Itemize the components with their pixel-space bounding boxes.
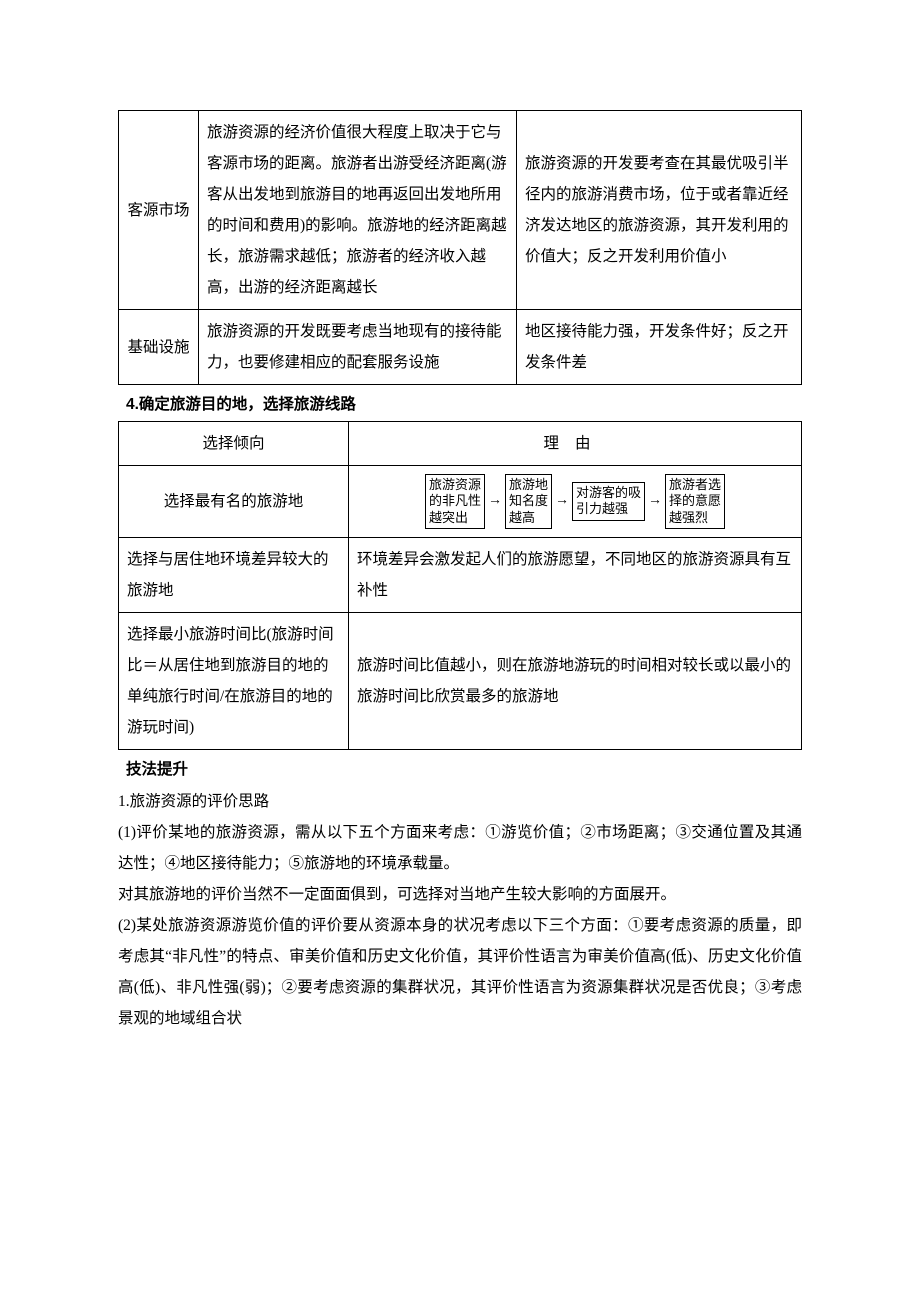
- cell-text: 旅游时间比值越小，则在旅游地游玩的时间相对较长或以最小的旅游时间比欣赏最多的旅游…: [349, 612, 802, 749]
- flow-diagram: 旅游资源的非凡性越突出 → 旅游地知名度越高 → 对游客的吸引力越强 → 旅游者…: [357, 472, 793, 531]
- flow-node: 旅游资源的非凡性越突出: [425, 474, 485, 529]
- cell-text: 旅游资源的开发既要考虑当地现有的接待能力，也要修建相应的配套服务设施: [199, 310, 517, 385]
- flow-node: 旅游者选择的意愿越强烈: [665, 474, 725, 529]
- cell-text: 旅游资源的开发要考查在其最优吸引半径内的旅游消费市场，位于或者靠近经济发达地区的…: [517, 111, 802, 310]
- table-row: 客源市场 旅游资源的经济价值很大程度上取决于它与客源市场的距离。旅游者出游受经济…: [119, 111, 802, 310]
- cell-text: 旅游资源的经济价值很大程度上取决于它与客源市场的距离。旅游者出游受经济距离(游客…: [199, 111, 517, 310]
- table-row: 选择最有名的旅游地 旅游资源的非凡性越突出 → 旅游地知名度越高 → 对游客的吸…: [119, 466, 802, 538]
- table-row: 选择与居住地环境差异较大的旅游地 环境差异会激发起人们的旅游愿望，不同地区的旅游…: [119, 537, 802, 612]
- table-row: 基础设施 旅游资源的开发既要考虑当地现有的接待能力，也要修建相应的配套服务设施 …: [119, 310, 802, 385]
- section-heading: 4.确定旅游目的地，选择旅游线路: [118, 389, 802, 420]
- section-heading: 技法提升: [118, 754, 802, 785]
- arrow-icon: →: [647, 494, 663, 508]
- cell-label: 客源市场: [119, 111, 199, 310]
- table-conditions: 客源市场 旅游资源的经济价值很大程度上取决于它与客源市场的距离。旅游者出游受经济…: [118, 110, 802, 385]
- paragraph: (2)某处旅游资源游览价值的评价要从资源本身的状况考虑以下三个方面：①要考虑资源…: [118, 910, 802, 1034]
- flow-node: 对游客的吸引力越强: [572, 482, 645, 521]
- flow-node: 旅游地知名度越高: [505, 474, 552, 529]
- cell-text: 环境差异会激发起人们的旅游愿望，不同地区的旅游资源具有互补性: [349, 537, 802, 612]
- cell-text: 选择最小旅游时间比(旅游时间比＝从居住地到旅游目的地的单纯旅行时间/在旅游目的地…: [119, 612, 349, 749]
- table-choices: 选择倾向 理由 选择最有名的旅游地 旅游资源的非凡性越突出 → 旅游地知名度越高…: [118, 421, 802, 750]
- column-header: 选择倾向: [119, 422, 349, 466]
- paragraph: (1)评价某地的旅游资源，需从以下五个方面来考虑：①游览价值；②市场距离；③交通…: [118, 817, 802, 879]
- cell-text: 选择最有名的旅游地: [119, 466, 349, 538]
- cell-flow-diagram: 旅游资源的非凡性越突出 → 旅游地知名度越高 → 对游客的吸引力越强 → 旅游者…: [349, 466, 802, 538]
- column-header: 理由: [349, 422, 802, 466]
- cell-label: 基础设施: [119, 310, 199, 385]
- paragraph: 对其旅游地的评价当然不一定面面俱到，可选择对当地产生较大影响的方面展开。: [118, 879, 802, 910]
- cell-text: 选择与居住地环境差异较大的旅游地: [119, 537, 349, 612]
- arrow-icon: →: [554, 494, 570, 508]
- page: 客源市场 旅游资源的经济价值很大程度上取决于它与客源市场的距离。旅游者出游受经济…: [0, 0, 920, 1094]
- table-header-row: 选择倾向 理由: [119, 422, 802, 466]
- arrow-icon: →: [487, 494, 503, 508]
- table-row: 选择最小旅游时间比(旅游时间比＝从居住地到旅游目的地的单纯旅行时间/在旅游目的地…: [119, 612, 802, 749]
- cell-text: 地区接待能力强，开发条件好；反之开发条件差: [517, 310, 802, 385]
- sub-heading: 1.旅游资源的评价思路: [118, 786, 802, 817]
